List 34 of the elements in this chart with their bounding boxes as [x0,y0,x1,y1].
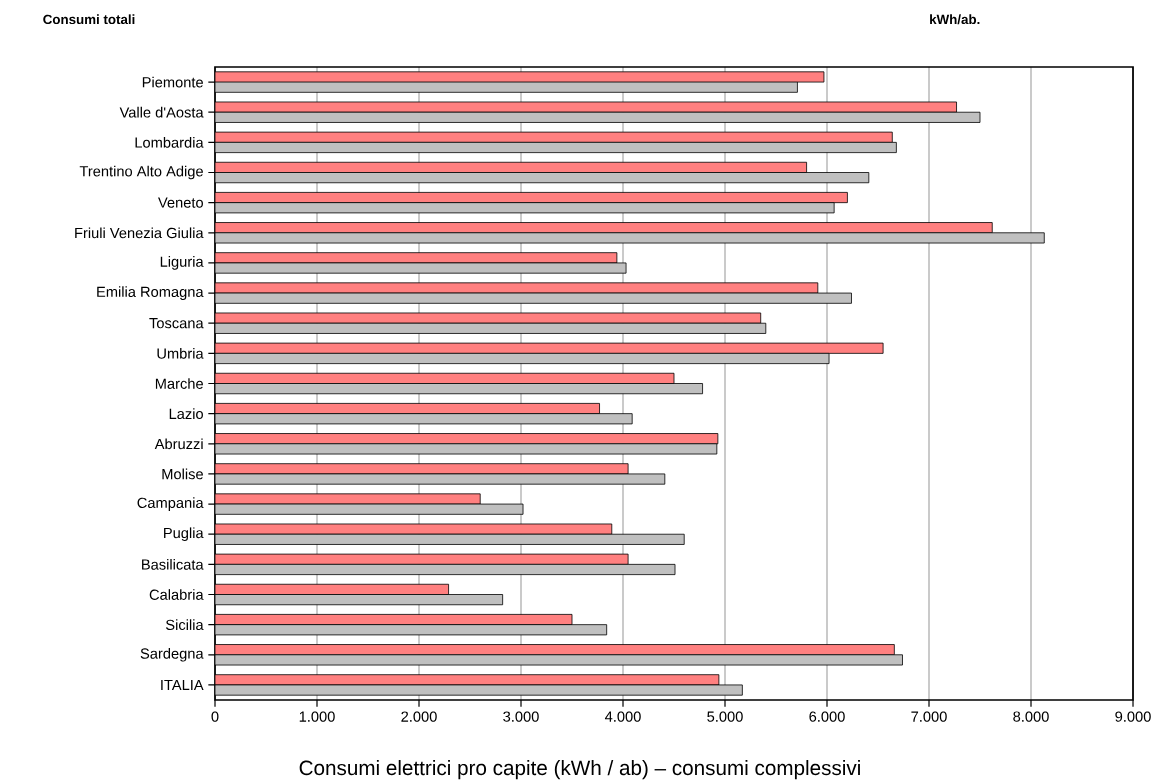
x-tick-label: 7.000 [911,711,947,722]
text: kWh/ab. [930,14,980,25]
x-tick-label: 8.000 [1013,711,1049,722]
y-tick-label: Puglia [164,527,204,542]
text: Consumi totali [43,14,135,25]
y-tick-label: Abruzzi [154,438,203,450]
y-tick-label: Campania [137,497,204,511]
y-tick-label: Marche [155,378,203,389]
x-tick-label: 6.000 [809,711,845,722]
x-tick-label: 2.000 [401,711,437,722]
y-tick-label: Friuli Venezia Giulia [75,227,204,239]
y-tick-label: Basilicata [142,558,204,570]
y-tick-label: ITALIA [161,679,204,690]
x-tick-label: 3.000 [503,711,539,722]
y-tick-label: Trentino Alto Adige [79,165,203,180]
y-tick-label: Lazio [169,408,203,420]
x-tick-label: 0 [211,711,219,722]
y-tick-label: Valle d'Aosta [119,106,204,118]
y-tick-label: Emilia Romagna [97,286,204,300]
x-tick-label: 9.000 [1115,711,1151,722]
x-tick-label: 4.000 [604,711,641,722]
y-tick-label: Lombardia [135,136,204,148]
x-tick-label: 1.000 [299,711,335,722]
y-tick-label: Molise [162,468,203,480]
text: Consumi elettrici pro capite (kWh / ab) – consumi complessivi [299,760,860,780]
y-tick-label: Calabria [149,589,204,600]
y-tick-label: Umbria [157,347,204,359]
y-tick-label: Sardegna [140,647,204,662]
y-tick-label: Toscana [149,318,204,329]
y-tick-label: Liguria [160,256,204,270]
x-tick-label: 5.000 [707,711,743,722]
y-tick-label: Piemonte [142,76,203,88]
y-tick-label: Veneto [158,197,203,208]
y-tick-label: Sicilia [165,619,204,631]
